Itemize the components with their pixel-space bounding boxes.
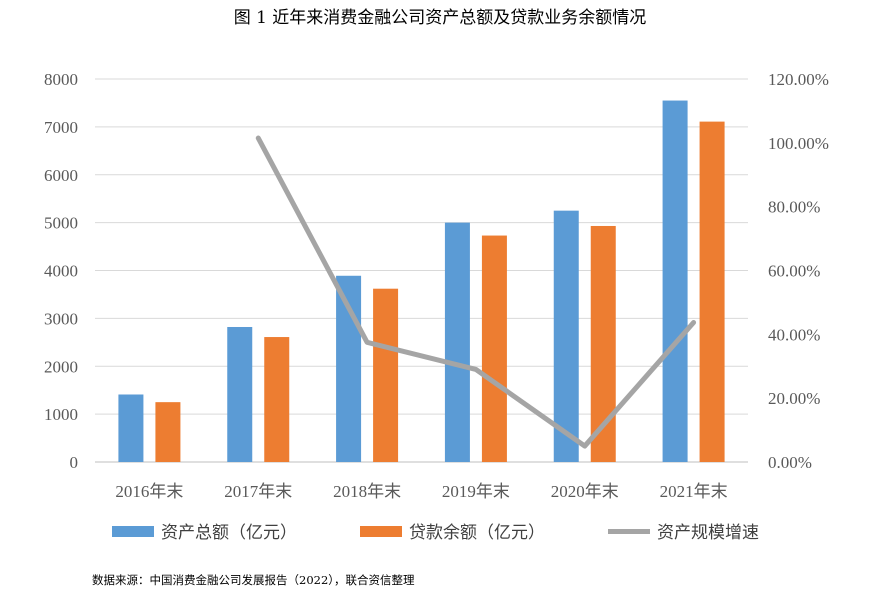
x-tick-label: 2021年末 bbox=[660, 482, 728, 501]
right-axis-ticks: 0.00% 20.00% 40.00% 60.00% 80.00% 100.00% 120.… bbox=[768, 70, 829, 472]
x-axis-ticks: 2016年末 2017年末 2018年末 2019年末 2020年末 2021年末 bbox=[115, 482, 727, 501]
source-note: 数据来源：中国消费金融公司发展报告（2022），联合资信整理 bbox=[92, 573, 415, 587]
legend-swatch bbox=[360, 526, 402, 537]
left-axis-ticks: 0 1000 2000 3000 4000 5000 6000 7000 8000 bbox=[44, 70, 78, 472]
left-tick-label: 4000 bbox=[44, 262, 78, 281]
bar-asset-total bbox=[444, 222, 470, 462]
growth-line bbox=[255, 135, 697, 449]
bar-loan-balance bbox=[373, 288, 399, 462]
left-tick-label: 3000 bbox=[44, 309, 78, 328]
legend-swatch bbox=[112, 526, 154, 537]
gridlines bbox=[95, 78, 748, 463]
legend-label: 贷款余额（亿元） bbox=[409, 523, 545, 543]
bar-loan-balance bbox=[699, 121, 725, 462]
bar-asset-total bbox=[227, 326, 253, 462]
right-tick-label: 100.00% bbox=[768, 134, 829, 153]
right-tick-label: 60.00% bbox=[768, 262, 820, 281]
right-tick-label: 20.00% bbox=[768, 389, 820, 408]
legend-label: 资产规模增速 bbox=[657, 523, 759, 543]
bar-loan-balance bbox=[481, 235, 507, 462]
bar-loan-balance bbox=[155, 402, 181, 462]
x-tick-label: 2016年末 bbox=[115, 482, 183, 501]
bars bbox=[118, 100, 725, 462]
chart-title: 图 1 近年来消费金融公司资产总额及贷款业务余额情况 bbox=[234, 8, 647, 28]
left-tick-label: 7000 bbox=[44, 118, 78, 137]
bar-loan-balance bbox=[264, 337, 290, 462]
x-tick-label: 2017年末 bbox=[224, 482, 292, 501]
right-tick-label: 80.00% bbox=[768, 198, 820, 217]
growth-line-path bbox=[255, 135, 697, 449]
left-tick-label: 6000 bbox=[44, 166, 78, 185]
left-tick-label: 2000 bbox=[44, 357, 78, 376]
x-tick-label: 2019年末 bbox=[442, 482, 510, 501]
bar-asset-total bbox=[662, 100, 688, 462]
left-tick-label: 5000 bbox=[44, 214, 78, 233]
legend-label: 资产总额（亿元） bbox=[161, 523, 297, 543]
bar-asset-total bbox=[553, 210, 579, 462]
right-tick-label: 0.00% bbox=[768, 453, 812, 472]
bar-asset-total bbox=[118, 394, 144, 462]
legend: 资产总额（亿元） 贷款余额（亿元） 资产规模增速 bbox=[112, 523, 759, 543]
x-tick-label: 2018年末 bbox=[333, 482, 401, 501]
left-tick-label: 0 bbox=[70, 453, 79, 472]
left-tick-label: 1000 bbox=[44, 405, 78, 424]
x-tick-label: 2020年末 bbox=[551, 482, 619, 501]
right-tick-label: 40.00% bbox=[768, 325, 820, 344]
left-tick-label: 8000 bbox=[44, 70, 78, 89]
right-tick-label: 120.00% bbox=[768, 70, 829, 89]
